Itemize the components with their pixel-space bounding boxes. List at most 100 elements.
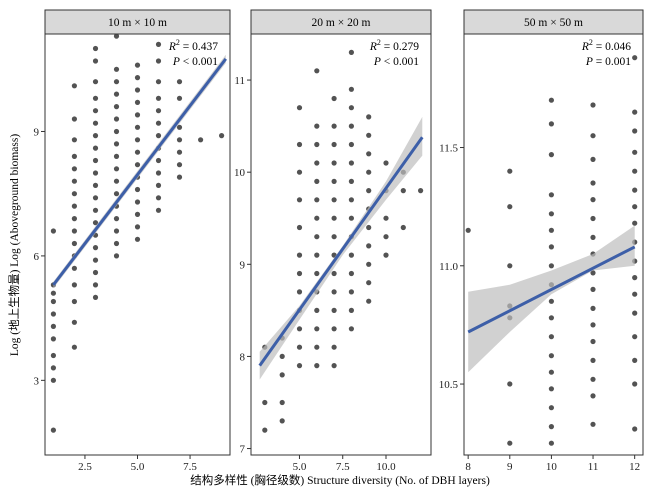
data-point — [314, 252, 320, 258]
data-point — [548, 405, 555, 411]
data-point — [92, 58, 99, 64]
data-point — [296, 289, 303, 295]
data-point — [134, 112, 141, 118]
panel-2: 20 m × 20 m 5.0 7.5 10.0 7 8 9 10 11 R2 = 0.279 P … — [234, 9, 432, 473]
p-value-symbol: P — [373, 56, 381, 68]
data-point — [383, 160, 389, 166]
data-point — [632, 426, 638, 432]
data-point — [366, 280, 372, 286]
data-point — [296, 197, 303, 203]
data-point — [314, 326, 320, 332]
data-point — [366, 132, 372, 138]
data-point — [71, 344, 77, 350]
data-point — [155, 41, 162, 48]
data-point — [366, 151, 372, 157]
data-point — [113, 66, 120, 72]
data-point — [314, 178, 320, 184]
data-point — [134, 75, 141, 81]
data-point — [92, 120, 99, 126]
data-point — [548, 263, 555, 269]
data-point — [155, 207, 162, 213]
data-point — [71, 166, 77, 172]
plot-area — [50, 34, 227, 433]
data-point — [632, 55, 638, 61]
data-point — [314, 344, 320, 350]
data-point — [548, 386, 555, 392]
data-point — [134, 62, 141, 68]
panel-1: 10 m × 10 m 2.5 5.0 7.5 3 6 9 R2 = 0.437 P < 0.0… — [34, 9, 231, 473]
x-tick-label: 5.0 — [131, 461, 145, 473]
plot-area — [258, 49, 424, 433]
data-point — [262, 399, 268, 406]
data-point — [632, 381, 638, 387]
data-point — [71, 137, 77, 143]
y-tick-label: 11 — [234, 75, 245, 87]
x-tick-label: 10.0 — [376, 461, 396, 473]
r-squared-symbol: R — [168, 41, 176, 53]
data-point — [590, 322, 596, 328]
data-point — [331, 344, 337, 350]
panel-border — [250, 33, 432, 456]
data-point — [71, 153, 77, 159]
data-point — [400, 188, 406, 194]
data-point — [548, 298, 555, 304]
data-point — [92, 145, 99, 151]
data-point — [314, 160, 320, 166]
data-point — [71, 282, 77, 288]
data-point — [366, 169, 372, 175]
data-point — [348, 123, 354, 129]
data-point — [548, 334, 555, 340]
data-point — [92, 195, 99, 201]
facet-strip-label: 10 m × 10 m — [108, 17, 167, 29]
data-point — [134, 211, 141, 217]
y-tick-label: 8 — [240, 351, 246, 363]
data-point — [296, 141, 303, 148]
data-point — [50, 365, 57, 371]
data-point — [50, 377, 57, 383]
y-tick-label: 9 — [34, 126, 40, 138]
data-point — [632, 357, 638, 363]
y-axis-title: Log (地上生物量) Log (Aboveground biomass) — [7, 134, 21, 356]
x-tick-label: 7.5 — [183, 461, 197, 473]
data-point — [92, 79, 99, 85]
data-point — [331, 307, 337, 313]
data-point — [590, 270, 596, 276]
data-point — [314, 197, 320, 203]
data-point — [113, 228, 120, 234]
data-point — [50, 290, 57, 296]
x-tick-label: 9 — [507, 461, 513, 473]
data-point — [176, 149, 183, 155]
facet-strip-label: 20 m × 20 m — [312, 17, 371, 29]
data-point — [296, 224, 303, 231]
data-point — [590, 133, 596, 139]
data-point — [331, 123, 337, 129]
data-point — [418, 188, 424, 194]
data-point — [71, 228, 77, 234]
data-point — [113, 166, 120, 172]
p-value-value: < 0.001 — [384, 56, 419, 68]
data-point — [113, 216, 120, 222]
data-point — [548, 152, 555, 158]
data-point — [155, 95, 162, 101]
data-point — [155, 157, 162, 164]
y-tick-label: 11.5 — [439, 143, 458, 155]
data-point — [279, 353, 285, 359]
data-point — [314, 68, 320, 74]
data-point — [92, 182, 99, 188]
facet-strip-label: 50 m × 50 m — [524, 17, 583, 29]
data-point — [590, 215, 596, 222]
data-point — [632, 291, 638, 297]
data-point — [400, 224, 406, 231]
data-point — [113, 178, 120, 184]
data-point — [113, 253, 120, 259]
data-point — [348, 215, 354, 221]
data-point — [331, 363, 337, 369]
r-squared-superscript: 2 — [589, 38, 593, 47]
data-point — [176, 124, 183, 130]
data-point — [331, 95, 337, 102]
data-point — [134, 162, 141, 168]
data-point — [92, 170, 99, 176]
data-point — [92, 220, 99, 226]
data-point — [590, 286, 596, 292]
data-point — [348, 307, 354, 313]
